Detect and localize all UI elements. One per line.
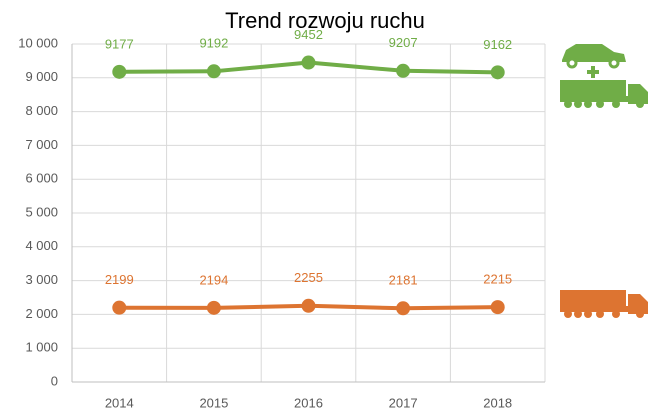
x-tick-label: 2014	[105, 395, 134, 410]
y-tick-label: 4 000	[25, 238, 58, 253]
x-tick-label: 2018	[483, 395, 512, 410]
y-tick-label: 5 000	[25, 204, 58, 219]
y-tick-label: 7 000	[25, 137, 58, 152]
x-tick-label: 2015	[199, 395, 228, 410]
y-tick-label: 2 000	[25, 306, 58, 321]
data-point	[206, 300, 221, 315]
data-label: 9452	[294, 27, 323, 42]
y-tick-label: 9 000	[25, 69, 58, 84]
y-tick-label: 10 000	[18, 35, 58, 50]
data-point	[112, 64, 127, 79]
y-tick-label: 1 000	[25, 340, 58, 355]
data-label: 2215	[483, 272, 512, 287]
x-tick-label: 2016	[294, 395, 323, 410]
data-label: 2199	[105, 272, 134, 287]
data-point	[301, 55, 316, 70]
data-label: 9162	[483, 37, 512, 52]
data-label: 9192	[199, 36, 228, 51]
car-truck-icon	[560, 44, 648, 108]
data-point	[206, 64, 221, 79]
data-point	[396, 301, 411, 316]
data-point	[396, 63, 411, 78]
y-tick-label: 8 000	[25, 103, 58, 118]
data-label: 9177	[105, 36, 134, 51]
data-label: 2181	[389, 273, 418, 288]
data-label: 9207	[389, 35, 418, 50]
data-label: 2255	[294, 270, 323, 285]
truck-icon	[560, 290, 648, 318]
data-label: 2194	[199, 272, 228, 287]
y-tick-label: 6 000	[25, 171, 58, 186]
y-tick-label: 0	[51, 373, 58, 388]
data-point	[112, 300, 127, 315]
y-tick-label: 3 000	[25, 272, 58, 287]
data-point	[301, 298, 316, 313]
x-tick-label: 2017	[389, 395, 418, 410]
data-point	[490, 300, 505, 315]
chart-title: Trend rozwoju ruchu	[225, 8, 425, 33]
data-point	[490, 65, 505, 80]
